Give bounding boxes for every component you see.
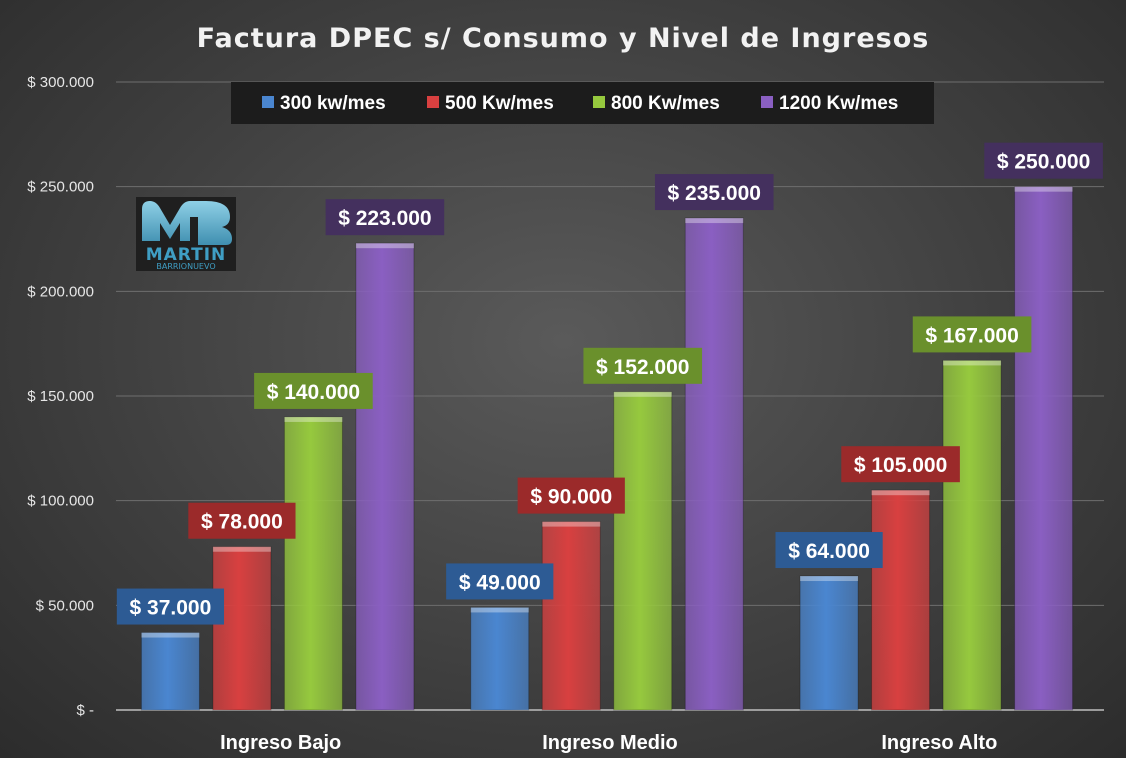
bar xyxy=(942,359,1002,711)
y-tick-label: $ - xyxy=(76,702,94,719)
data-label: $ 235.000 xyxy=(668,182,761,205)
x-tick-label: Ingreso Bajo xyxy=(220,732,341,754)
bar-cap xyxy=(141,632,200,638)
bar xyxy=(470,606,530,711)
data-label: $ 78.000 xyxy=(201,511,283,534)
bar-cap xyxy=(685,218,744,224)
bar-cap xyxy=(470,607,529,613)
bar-cap xyxy=(284,416,343,422)
data-label-box xyxy=(775,532,883,569)
data-label: $ 167.000 xyxy=(925,324,1018,347)
data-label: $ 105.000 xyxy=(854,454,947,477)
data-label-box xyxy=(654,174,774,211)
bar-cap xyxy=(1014,186,1073,192)
y-tick-label: $ 150.000 xyxy=(27,388,94,405)
data-label: $ 223.000 xyxy=(338,207,431,230)
data-label: $ 250.000 xyxy=(997,151,1090,174)
data-label: $ 49.000 xyxy=(459,571,541,594)
bar xyxy=(871,489,931,711)
bar-cap xyxy=(871,490,930,496)
data-label: $ 37.000 xyxy=(130,597,212,620)
logo-name: MARTIN xyxy=(146,245,227,265)
y-axis-ticks: $ - $ 50.000 $ 100.000 $ 150.000 $ 200.000 $ … xyxy=(27,74,94,719)
data-label-box xyxy=(325,199,445,236)
legend-label: 500 Kw/mes xyxy=(445,93,554,114)
brand-logo: MARTIN BARRIONUEVO xyxy=(136,197,236,271)
logo-subname: BARRIONUEVO xyxy=(156,262,215,271)
bar xyxy=(355,242,415,711)
legend-swatch xyxy=(427,96,439,108)
bar xyxy=(541,521,601,711)
bars xyxy=(140,186,1074,711)
data-label-box xyxy=(517,477,625,514)
data-label: $ 64.000 xyxy=(788,540,870,563)
data-label-box xyxy=(446,563,554,600)
data-label: $ 90.000 xyxy=(530,486,612,509)
bar xyxy=(140,632,200,711)
y-tick-label: $ 250.000 xyxy=(27,179,94,196)
legend-label: 300 kw/mes xyxy=(280,93,386,114)
legend-label: 800 Kw/mes xyxy=(611,93,720,114)
bar xyxy=(283,416,343,711)
y-tick-label: $ 200.000 xyxy=(27,283,94,300)
bar-cap xyxy=(800,576,859,582)
bar-cap xyxy=(212,546,271,552)
x-tick-label: Ingreso Alto xyxy=(881,732,997,754)
bar-cap xyxy=(943,360,1002,366)
data-label-box xyxy=(841,446,960,483)
legend-swatch xyxy=(761,96,773,108)
legend-swatch xyxy=(262,96,274,108)
x-tick-label: Ingreso Medio xyxy=(542,732,678,754)
data-label-box xyxy=(116,588,225,625)
legend-swatch xyxy=(593,96,605,108)
data-label-box xyxy=(912,316,1032,353)
x-axis-ticks: Ingreso Bajo Ingreso Medio Ingreso Alto xyxy=(220,732,997,754)
chart-title: Factura DPEC s/ Consumo y Nivel de Ingre… xyxy=(197,23,930,54)
y-tick-label: $ 300.000 xyxy=(27,74,94,91)
legend-box xyxy=(231,82,934,124)
bar-cap xyxy=(613,391,672,397)
bar-cap xyxy=(542,521,601,527)
data-label-box xyxy=(254,372,373,409)
data-label-box xyxy=(188,502,296,539)
data-label-box xyxy=(984,142,1103,179)
bar xyxy=(613,391,673,711)
data-label: $ 140.000 xyxy=(267,381,360,404)
legend: 300 kw/mes 500 Kw/mes 800 Kw/mes 1200 Kw/me… xyxy=(231,82,934,124)
bar xyxy=(212,546,272,711)
bar xyxy=(1014,186,1074,711)
logo-graphic: MARTIN BARRIONUEVO xyxy=(142,201,232,271)
legend-label: 1200 Kw/mes xyxy=(779,93,898,114)
y-tick-label: $ 50.000 xyxy=(36,597,94,614)
data-label-box xyxy=(583,347,703,384)
data-label: $ 152.000 xyxy=(596,356,689,379)
bar xyxy=(684,217,744,711)
bar xyxy=(799,575,859,711)
bar-cap xyxy=(355,243,414,249)
data-labels: $ 37.000 $ 78.000 $ 140.000 $ 223.000 $ 49.0… xyxy=(116,142,1103,625)
y-tick-label: $ 100.000 xyxy=(27,493,94,510)
